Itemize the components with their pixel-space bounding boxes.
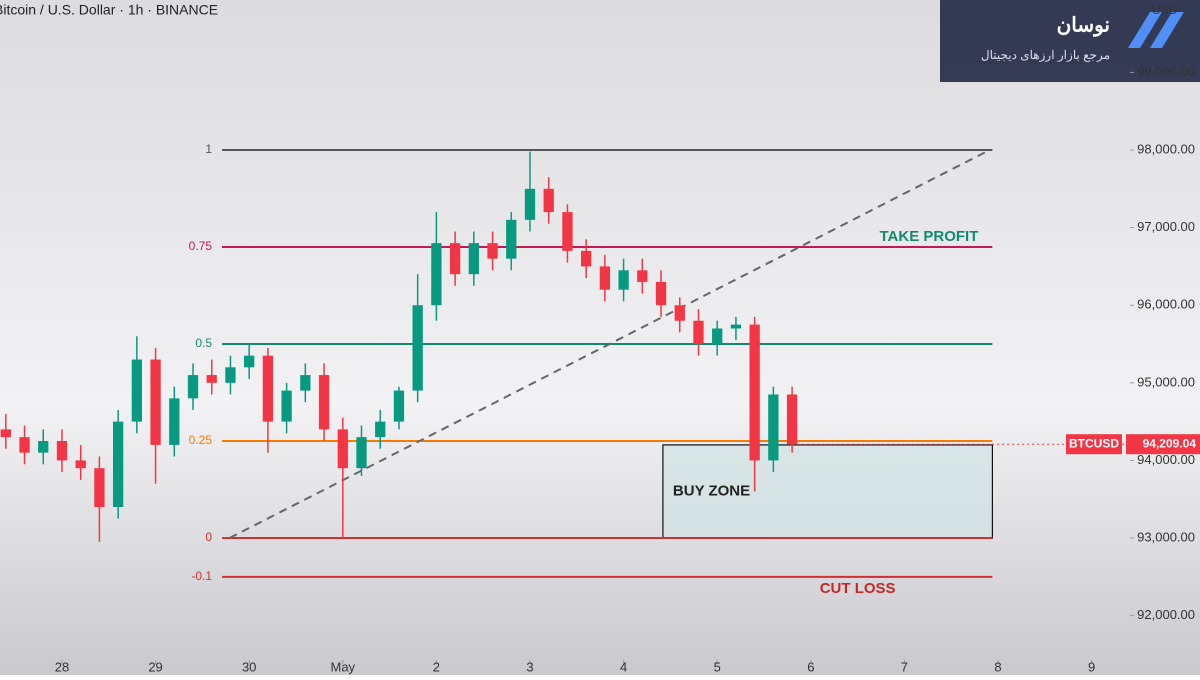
symbol-label: BTCUSD <box>1069 436 1119 450</box>
buy-zone-label: BUY ZONE <box>673 482 750 499</box>
candle-body <box>131 359 142 422</box>
candle-body <box>150 359 161 445</box>
x-tick-label: 3 <box>526 659 533 674</box>
x-tick-label: 7 <box>901 659 908 674</box>
candle-body <box>431 243 442 306</box>
candle-body <box>75 460 86 469</box>
watermark-tagline: مرجع بازار ارزهای دیجیتال <box>981 48 1110 62</box>
x-tick-label: 9 <box>1088 659 1095 674</box>
x-tick-label: 6 <box>807 659 814 674</box>
candle-body <box>356 437 367 469</box>
candle-body <box>412 305 423 391</box>
candle-body <box>786 394 798 445</box>
candle-body <box>94 468 105 507</box>
candle-body <box>524 188 536 220</box>
candle-body <box>487 243 498 259</box>
fib-label: 0.5 <box>195 336 212 350</box>
candle-body <box>262 355 274 422</box>
candle-body <box>655 281 667 306</box>
fib-label: 0.25 <box>189 433 213 447</box>
y-tick-label: 93,000.00 <box>1137 529 1195 544</box>
candle-body <box>730 324 742 329</box>
y-tick-label: 92,000.00 <box>1137 607 1195 622</box>
y-tick-label: 99,000.00 <box>1137 64 1195 79</box>
buy-zone <box>662 444 994 539</box>
symbol-badge <box>1066 434 1122 455</box>
watermark-name: نوسان <box>1057 14 1110 37</box>
candle-body <box>599 266 611 290</box>
candle-body <box>318 375 330 430</box>
x-tick-label: 5 <box>714 659 721 674</box>
candle-body <box>768 394 779 461</box>
candle-body <box>468 243 479 275</box>
candle-body <box>581 250 592 267</box>
trend-line <box>229 149 991 539</box>
y-tick-label: 95,000.00 <box>1137 374 1195 389</box>
candle-body <box>281 390 292 422</box>
x-tick-label: 29 <box>148 659 162 674</box>
fib-label: 1 <box>205 142 212 156</box>
fib-label: -0.1 <box>191 569 212 583</box>
take-profit-label: TAKE PROFIT <box>880 228 979 245</box>
candle-body <box>375 421 386 438</box>
candle-body <box>225 367 236 383</box>
x-tick-label: 28 <box>55 659 69 674</box>
candle-body <box>300 375 311 391</box>
candle-body <box>449 243 461 275</box>
candle-body <box>618 270 629 290</box>
cut-loss-label: CUT LOSS <box>820 580 896 597</box>
x-tick-label: May <box>331 659 356 674</box>
candle-body <box>244 355 255 368</box>
candle-body <box>543 188 554 213</box>
candle-body <box>393 390 405 422</box>
y-tick-label: 96,000.00 <box>1137 297 1195 312</box>
candle-body <box>112 421 124 507</box>
candle-body <box>19 437 30 453</box>
x-tick-label: 2 <box>433 659 440 674</box>
candle-body <box>506 219 517 259</box>
y-tick-label: 98,000.00 <box>1137 141 1195 156</box>
candle-body <box>749 324 760 461</box>
candle-body <box>637 270 648 282</box>
x-tick-label: 4 <box>620 659 627 674</box>
price-badge <box>1126 434 1200 455</box>
candle-body <box>674 305 685 321</box>
x-tick-label: 30 <box>242 659 256 674</box>
candle-body <box>187 375 199 399</box>
candle-body <box>562 212 573 251</box>
y-tick-label: 97,000.00 <box>1137 219 1195 234</box>
candle-body <box>206 375 217 383</box>
candle-body <box>693 320 704 345</box>
logo <box>1128 12 1184 48</box>
chart-title: Bitcoin / U.S. Dollar · 1h · BINANCE <box>0 2 218 18</box>
fib-label: 0 <box>205 530 212 544</box>
y-tick-label: 94,000.00 <box>1137 452 1195 467</box>
fib-label: 0.75 <box>189 239 213 253</box>
y-axis-label: USD <box>1152 3 1178 17</box>
candle-body <box>337 429 348 469</box>
candle-body <box>712 328 723 345</box>
last-price-label: 94,209.04 <box>1143 436 1197 450</box>
candle-body <box>0 429 11 438</box>
candle-body <box>56 441 68 461</box>
candle-body <box>38 441 49 453</box>
candle-body <box>169 398 180 445</box>
x-tick-label: 8 <box>994 659 1001 674</box>
